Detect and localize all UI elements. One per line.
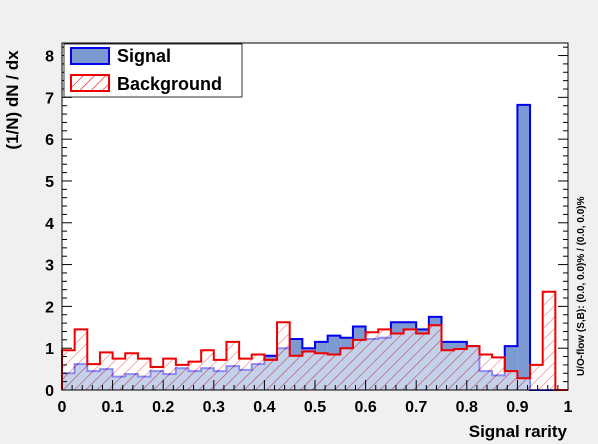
background-bin-15 — [251, 354, 265, 390]
background-bin-21 — [327, 354, 341, 390]
background-bin-27 — [403, 329, 417, 390]
background-bin-24 — [365, 332, 379, 390]
legend-signal-label: Signal — [117, 46, 171, 66]
overflow-note: U/O-flow (S,B): (0.0, 0.0)% / (0.0, 0.0)… — [576, 196, 587, 376]
plot-frame — [61, 42, 569, 391]
background-bin-31 — [454, 349, 467, 390]
legend: Signal Background — [63, 43, 243, 98]
y-tick-label: 1 — [45, 341, 54, 358]
background-bin-32 — [466, 346, 480, 390]
legend-signal-swatch — [70, 47, 110, 65]
background-bin-8 — [163, 358, 176, 390]
x-tick-label: 0 — [58, 399, 67, 416]
y-tick-label: 6 — [45, 132, 54, 149]
x-tick-label: 0.7 — [405, 399, 427, 416]
background-bin-28 — [416, 333, 429, 390]
x-tick-label: 0.9 — [506, 399, 528, 416]
background-bin-23 — [352, 339, 366, 390]
y-tick-label: 7 — [45, 90, 54, 107]
series-layer — [61, 103, 568, 391]
tick-label-layer: 0 0.1 0.2 0.3 0.4 0.5 0.6 0.7 0.8 0.9 1 0 1 2 3 4 5 6 7 8 — [45, 49, 572, 416]
signal-bin-36 — [517, 104, 531, 391]
background-bin-18 — [289, 355, 303, 390]
background-bin-0 — [62, 350, 75, 390]
background-bin-14 — [239, 358, 252, 390]
x-tick-label: 0.3 — [203, 399, 225, 416]
background-bin-20 — [315, 353, 328, 390]
y-tick-label: 3 — [45, 258, 54, 275]
background-bin-7 — [150, 367, 164, 390]
background-bin-34 — [492, 357, 505, 390]
y-tick-label: 5 — [45, 174, 54, 191]
background-bin-19 — [302, 351, 315, 390]
axis-layer — [61, 46, 569, 391]
x-axis-title: Signal rarity — [469, 422, 568, 441]
background-outline — [61, 290, 568, 391]
background-bin-26 — [390, 333, 404, 390]
x-tick-label: 0.1 — [101, 399, 123, 416]
background-bin-5 — [125, 353, 138, 390]
x-tick-label: 0.5 — [304, 399, 326, 416]
background-bin-13 — [226, 341, 240, 390]
y-tick-label: 4 — [45, 216, 54, 233]
legend-background-swatch — [70, 74, 110, 92]
background-bin-4 — [112, 358, 126, 390]
background-bin-11 — [201, 350, 214, 390]
x-tick-label: 0.6 — [354, 399, 376, 416]
background-bin-6 — [137, 358, 151, 390]
y-tick-label: 0 — [45, 383, 54, 400]
background-bin-36 — [517, 378, 531, 390]
background-bin-37 — [530, 364, 543, 390]
x-tick-label: 0.4 — [253, 399, 275, 416]
background-series — [61, 290, 568, 391]
background-bin-30 — [441, 350, 455, 390]
legend-background-label: Background — [117, 74, 222, 94]
background-bin-22 — [340, 348, 353, 390]
x-tick-label: 0.8 — [456, 399, 478, 416]
y-tick-label: 8 — [45, 49, 54, 66]
background-bin-35 — [504, 371, 518, 390]
background-bin-38 — [542, 291, 556, 390]
background-bin-9 — [175, 364, 189, 390]
background-bin-25 — [378, 329, 391, 390]
background-bin-16 — [264, 359, 278, 390]
background-bin-12 — [213, 359, 227, 390]
x-tick-label: 1 — [564, 399, 573, 416]
background-bin-2 — [87, 364, 100, 390]
background-bin-17 — [277, 322, 290, 390]
background-bin-10 — [188, 361, 202, 390]
x-tick-label: 0.2 — [152, 399, 174, 416]
background-bin-1 — [74, 329, 88, 390]
y-tick-label: 2 — [45, 299, 54, 316]
background-bin-33 — [479, 354, 493, 390]
background-bin-29 — [428, 325, 442, 390]
background-bin-3 — [99, 352, 113, 390]
plot-area-background — [62, 43, 568, 390]
y-axis-title: (1/N) dN / dx — [3, 50, 22, 150]
